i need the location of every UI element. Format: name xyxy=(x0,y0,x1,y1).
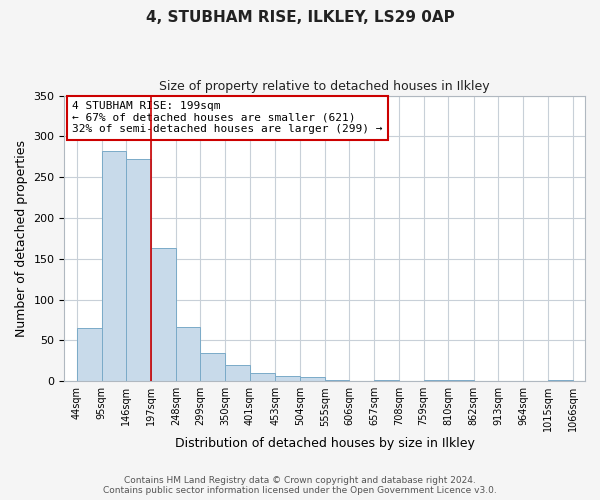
Text: Contains HM Land Registry data © Crown copyright and database right 2024.
Contai: Contains HM Land Registry data © Crown c… xyxy=(103,476,497,495)
Bar xyxy=(374,380,399,381)
Bar xyxy=(448,380,473,381)
X-axis label: Distribution of detached houses by size in Ilkley: Distribution of detached houses by size … xyxy=(175,437,475,450)
Text: 4 STUBHAM RISE: 199sqm
← 67% of detached houses are smaller (621)
32% of semi-de: 4 STUBHAM RISE: 199sqm ← 67% of detached… xyxy=(72,102,383,134)
Bar xyxy=(548,380,572,381)
Bar xyxy=(424,380,448,381)
Bar xyxy=(225,365,250,381)
Bar xyxy=(151,248,176,381)
Bar xyxy=(101,151,126,381)
Bar xyxy=(300,377,325,381)
Bar xyxy=(77,328,101,381)
Bar xyxy=(275,376,300,381)
Bar xyxy=(325,380,349,381)
Y-axis label: Number of detached properties: Number of detached properties xyxy=(15,140,28,337)
Bar xyxy=(250,373,275,381)
Bar xyxy=(126,159,151,381)
Text: 4, STUBHAM RISE, ILKLEY, LS29 0AP: 4, STUBHAM RISE, ILKLEY, LS29 0AP xyxy=(146,10,454,25)
Bar xyxy=(200,354,225,381)
Bar xyxy=(176,326,200,381)
Title: Size of property relative to detached houses in Ilkley: Size of property relative to detached ho… xyxy=(160,80,490,93)
